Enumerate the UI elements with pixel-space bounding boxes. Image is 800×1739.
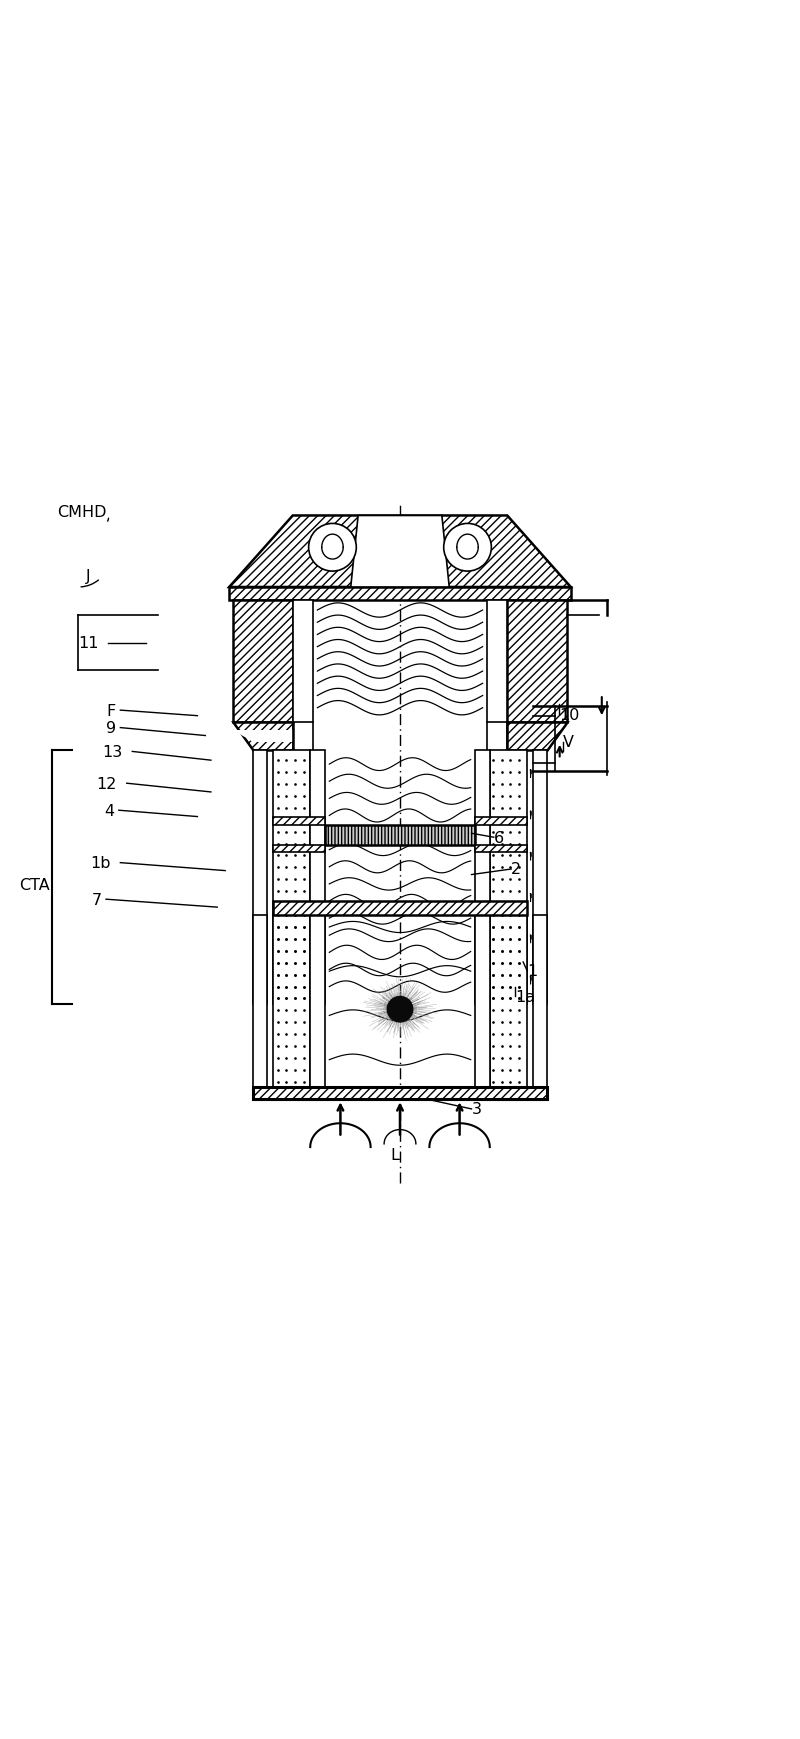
Bar (233, 602, 293, 723)
Bar (229, 588, 571, 602)
Text: L: L (390, 1148, 399, 1163)
Bar (310, 751, 325, 1005)
Text: J: J (86, 569, 91, 583)
Bar (253, 1089, 547, 1099)
Bar (253, 915, 267, 1089)
Bar (533, 915, 547, 1089)
Text: 7: 7 (92, 892, 102, 908)
Text: 1: 1 (527, 963, 538, 979)
Text: 1b: 1b (90, 856, 110, 871)
Text: 9: 9 (106, 720, 116, 736)
Text: 13: 13 (102, 744, 122, 760)
Circle shape (444, 523, 491, 572)
Polygon shape (507, 723, 567, 751)
Bar (273, 751, 310, 1005)
Bar (310, 915, 325, 1089)
Bar (490, 915, 527, 1089)
Polygon shape (350, 516, 450, 588)
Text: 10: 10 (559, 708, 579, 722)
Bar (533, 751, 547, 1005)
Text: 4: 4 (105, 803, 114, 819)
Text: 11: 11 (78, 636, 98, 650)
Text: V: V (563, 736, 574, 750)
Bar (475, 915, 490, 1089)
Circle shape (309, 523, 356, 572)
Bar (293, 602, 313, 723)
Bar (475, 845, 527, 852)
Bar (490, 751, 527, 1005)
Text: 3: 3 (471, 1103, 482, 1116)
Text: 12: 12 (97, 776, 117, 791)
Bar (273, 817, 325, 824)
Bar (253, 751, 267, 1005)
Text: 2: 2 (511, 863, 522, 876)
Text: F: F (106, 703, 115, 718)
Bar (507, 602, 567, 723)
Bar (475, 751, 490, 1005)
Text: CMHD: CMHD (57, 504, 106, 520)
Text: 1a: 1a (515, 989, 535, 1003)
Bar (273, 915, 310, 1089)
Bar (273, 901, 527, 915)
Bar (475, 817, 527, 824)
Circle shape (387, 996, 413, 1023)
Bar (273, 845, 325, 852)
Text: 6: 6 (494, 830, 504, 845)
Bar (325, 824, 475, 845)
Text: CTA: CTA (18, 878, 50, 892)
Polygon shape (233, 723, 293, 751)
Bar (487, 602, 507, 723)
Polygon shape (229, 516, 571, 588)
Polygon shape (233, 730, 293, 743)
